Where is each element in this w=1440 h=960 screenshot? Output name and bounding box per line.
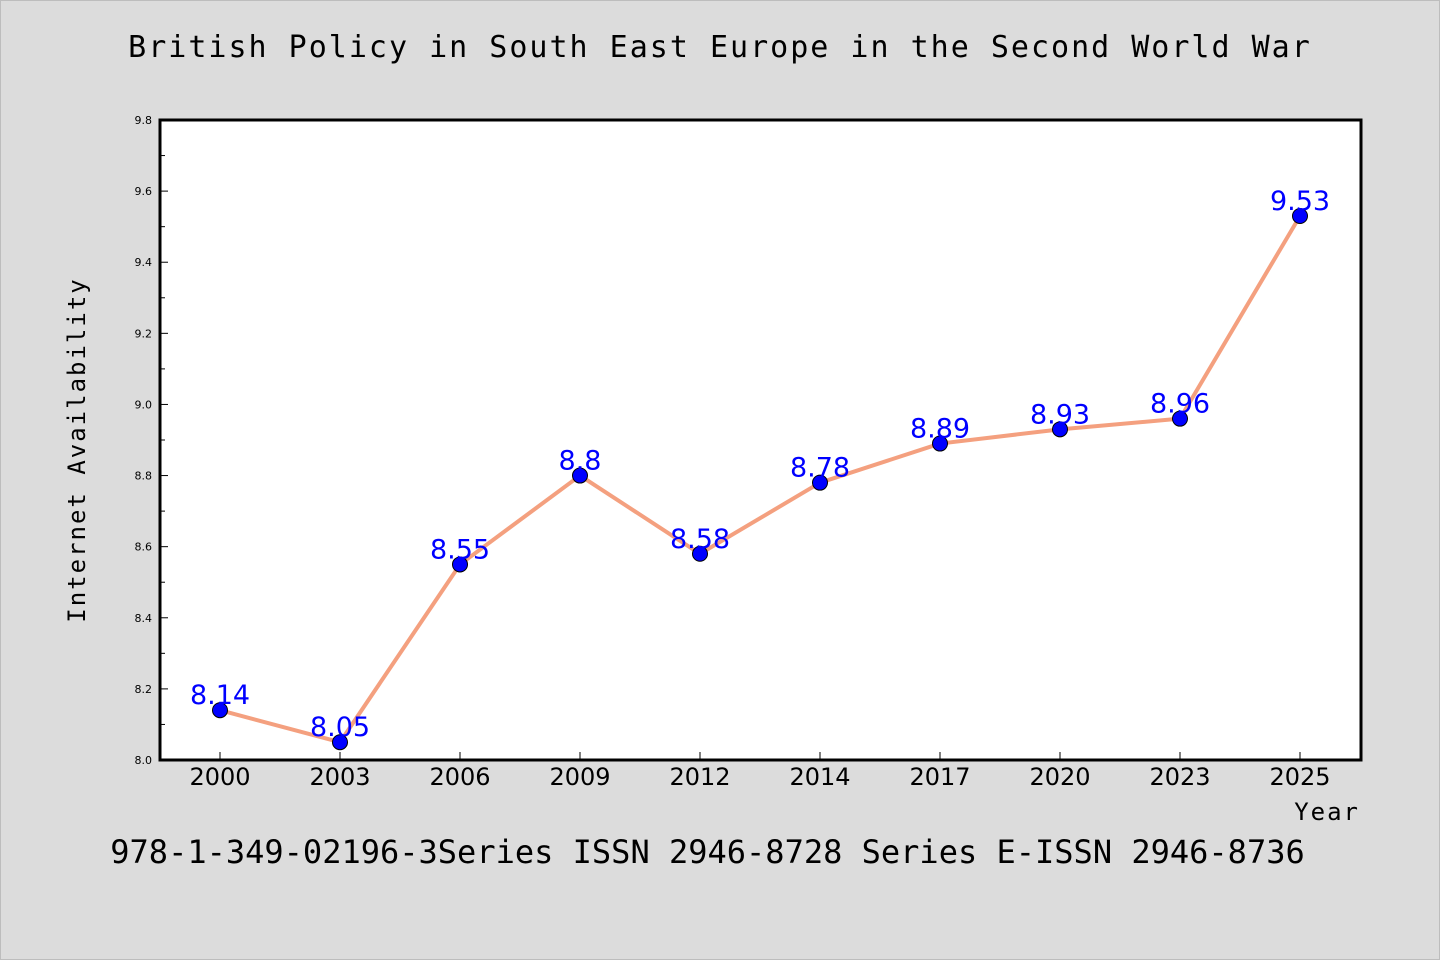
y-tick-label: 8.2 (135, 683, 153, 696)
y-tick-label: 9.2 (135, 327, 153, 340)
x-tick-label: 2014 (789, 763, 850, 791)
data-point (1052, 421, 1068, 438)
data-label: 8.14 (190, 680, 250, 711)
x-tick-label: 2012 (669, 763, 730, 791)
data-label: 8.89 (910, 414, 970, 445)
y-tick-label: 8.0 (135, 754, 153, 767)
y-tick-label: 9.8 (135, 114, 153, 127)
data-points (212, 208, 1308, 751)
x-tick-label: 2023 (1149, 763, 1210, 791)
chart-title: British Policy in South East Europe in t… (128, 30, 1312, 65)
y-axis: 8.0 8.2 8.4 8.6 8.8 9.0 9.2 9.4 9.6 9.8 (135, 114, 168, 767)
y-tick-label: 8.8 (135, 470, 153, 483)
x-tick-label: 2009 (549, 763, 610, 791)
data-point (212, 702, 228, 719)
x-tick-label: 2020 (1029, 763, 1090, 791)
x-tick-label: 2006 (429, 763, 490, 791)
data-label: 8.96 (1150, 389, 1210, 420)
data-labels: 8.14 8.05 8.55 8.8 8.58 8.78 8.89 8.93 8.96 9.53 (190, 186, 1330, 743)
plot-area (158, 118, 1363, 762)
data-label: 8.8 (559, 446, 602, 477)
x-tick-label: 2003 (309, 763, 370, 791)
y-axis-label: Internet Availability (63, 277, 91, 622)
data-point (692, 545, 708, 562)
data-point (1292, 208, 1308, 224)
y-tick-label: 9.6 (135, 185, 153, 198)
y-tick-label: 8.4 (135, 612, 153, 625)
data-label: 9.53 (1270, 186, 1330, 217)
x-axis-label: Year (1294, 798, 1360, 826)
data-point (452, 556, 468, 573)
y-tick-label: 9.4 (135, 256, 153, 269)
data-label: 8.58 (670, 524, 730, 555)
y-tick-label: 9.0 (135, 398, 153, 411)
series-line (219, 214, 1302, 745)
data-point (932, 435, 948, 452)
x-tick-label: 2025 (1269, 763, 1330, 791)
x-tick-label: 2000 (189, 763, 250, 791)
x-axis: 2000 2003 2006 2009 2012 2014 2017 2020 2023 2025 (189, 752, 1331, 791)
data-point (812, 474, 828, 491)
data-label: 8.05 (310, 712, 370, 743)
data-label: 8.93 (1030, 399, 1090, 430)
x-tick-label: 2017 (909, 763, 970, 791)
data-label: 8.55 (430, 534, 490, 565)
data-point (332, 734, 348, 751)
footer-text: 978-1-349-02196-3Series ISSN 2946-8728 S… (110, 833, 1305, 871)
y-tick-label: 8.6 (135, 541, 153, 554)
data-point (572, 467, 588, 484)
data-point (1172, 410, 1188, 427)
data-label: 8.78 (790, 453, 850, 484)
